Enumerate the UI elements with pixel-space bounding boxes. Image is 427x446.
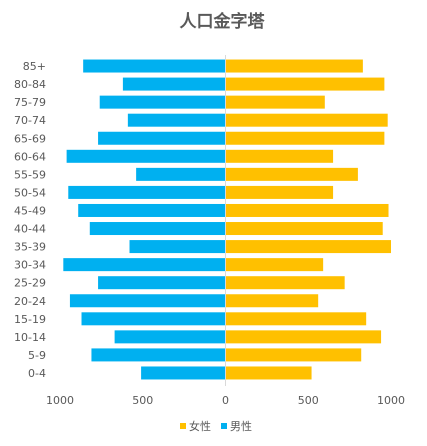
bar-male bbox=[98, 276, 226, 290]
y-tick-label: 45-49 bbox=[14, 204, 46, 217]
legend-swatch bbox=[180, 423, 186, 429]
bar-female bbox=[225, 203, 389, 217]
x-tick-label: 0 bbox=[222, 394, 229, 407]
y-tick-label: 5-9 bbox=[28, 349, 46, 362]
bar-male bbox=[83, 59, 226, 73]
y-tick-label: 35-39 bbox=[14, 241, 46, 254]
bar-female bbox=[225, 149, 334, 163]
bar-female bbox=[225, 222, 383, 236]
bars bbox=[63, 59, 391, 380]
y-tick-label: 50-54 bbox=[14, 186, 46, 199]
bar-male bbox=[136, 167, 226, 181]
bar-male bbox=[122, 77, 226, 91]
y-tick-label: 30-34 bbox=[14, 259, 46, 272]
x-tick-label: 1000 bbox=[377, 394, 405, 407]
bar-male bbox=[68, 185, 226, 199]
bar-female bbox=[225, 366, 312, 380]
x-axis-labels: 1000 500 0 500 1000 bbox=[46, 394, 405, 407]
x-tick-label: 1000 bbox=[46, 394, 74, 407]
legend-label: 男性 bbox=[230, 419, 252, 433]
bar-female bbox=[225, 258, 324, 272]
y-tick-label: 75-79 bbox=[14, 96, 46, 109]
bar-male bbox=[81, 312, 226, 326]
bar-male bbox=[141, 366, 226, 380]
bar-female bbox=[225, 294, 319, 308]
y-axis-labels: 85+ 80-84 75-79 70-74 65-69 60-64 55-59 50-54 45… bbox=[14, 60, 46, 380]
bar-female bbox=[225, 59, 363, 73]
y-tick-label: 65-69 bbox=[14, 132, 46, 145]
bar-male bbox=[78, 203, 226, 217]
bar-female bbox=[225, 185, 334, 199]
legend-label: 女性 bbox=[189, 419, 211, 433]
bar-male bbox=[129, 240, 226, 254]
bar-male bbox=[99, 95, 226, 109]
bar-male bbox=[91, 348, 226, 362]
bar-female bbox=[225, 77, 385, 91]
y-tick-label: 85+ bbox=[23, 60, 46, 73]
bar-male bbox=[98, 131, 226, 145]
x-tick-label: 500 bbox=[298, 394, 319, 407]
bar-female bbox=[225, 240, 391, 254]
bar-female bbox=[225, 330, 382, 344]
bar-female bbox=[225, 167, 358, 181]
bar-female bbox=[225, 312, 367, 326]
y-tick-label: 80-84 bbox=[14, 78, 46, 91]
y-tick-label: 0-4 bbox=[28, 367, 46, 380]
y-tick-label: 10-14 bbox=[14, 331, 46, 344]
bar-male bbox=[63, 258, 226, 272]
legend: 女性 男性 bbox=[180, 419, 252, 433]
y-tick-label: 25-29 bbox=[14, 277, 46, 290]
bar-female bbox=[225, 276, 345, 290]
bar-male bbox=[66, 149, 226, 163]
x-tick-label: 500 bbox=[132, 394, 153, 407]
chart-title: 人口金字塔 bbox=[180, 11, 266, 32]
bar-female bbox=[225, 95, 325, 109]
y-tick-label: 40-44 bbox=[14, 223, 46, 236]
bar-male bbox=[69, 294, 226, 308]
bar-male bbox=[114, 330, 226, 344]
y-tick-label: 15-19 bbox=[14, 313, 46, 326]
y-tick-label: 60-64 bbox=[14, 150, 46, 163]
y-tick-label: 55-59 bbox=[14, 168, 46, 181]
bar-male bbox=[127, 113, 226, 127]
y-tick-label: 20-24 bbox=[14, 295, 46, 308]
bar-female bbox=[225, 348, 362, 362]
y-tick-label: 70-74 bbox=[14, 114, 46, 127]
bar-male bbox=[89, 222, 226, 236]
bar-female bbox=[225, 131, 385, 145]
bar-female bbox=[225, 113, 388, 127]
legend-swatch bbox=[221, 423, 227, 429]
